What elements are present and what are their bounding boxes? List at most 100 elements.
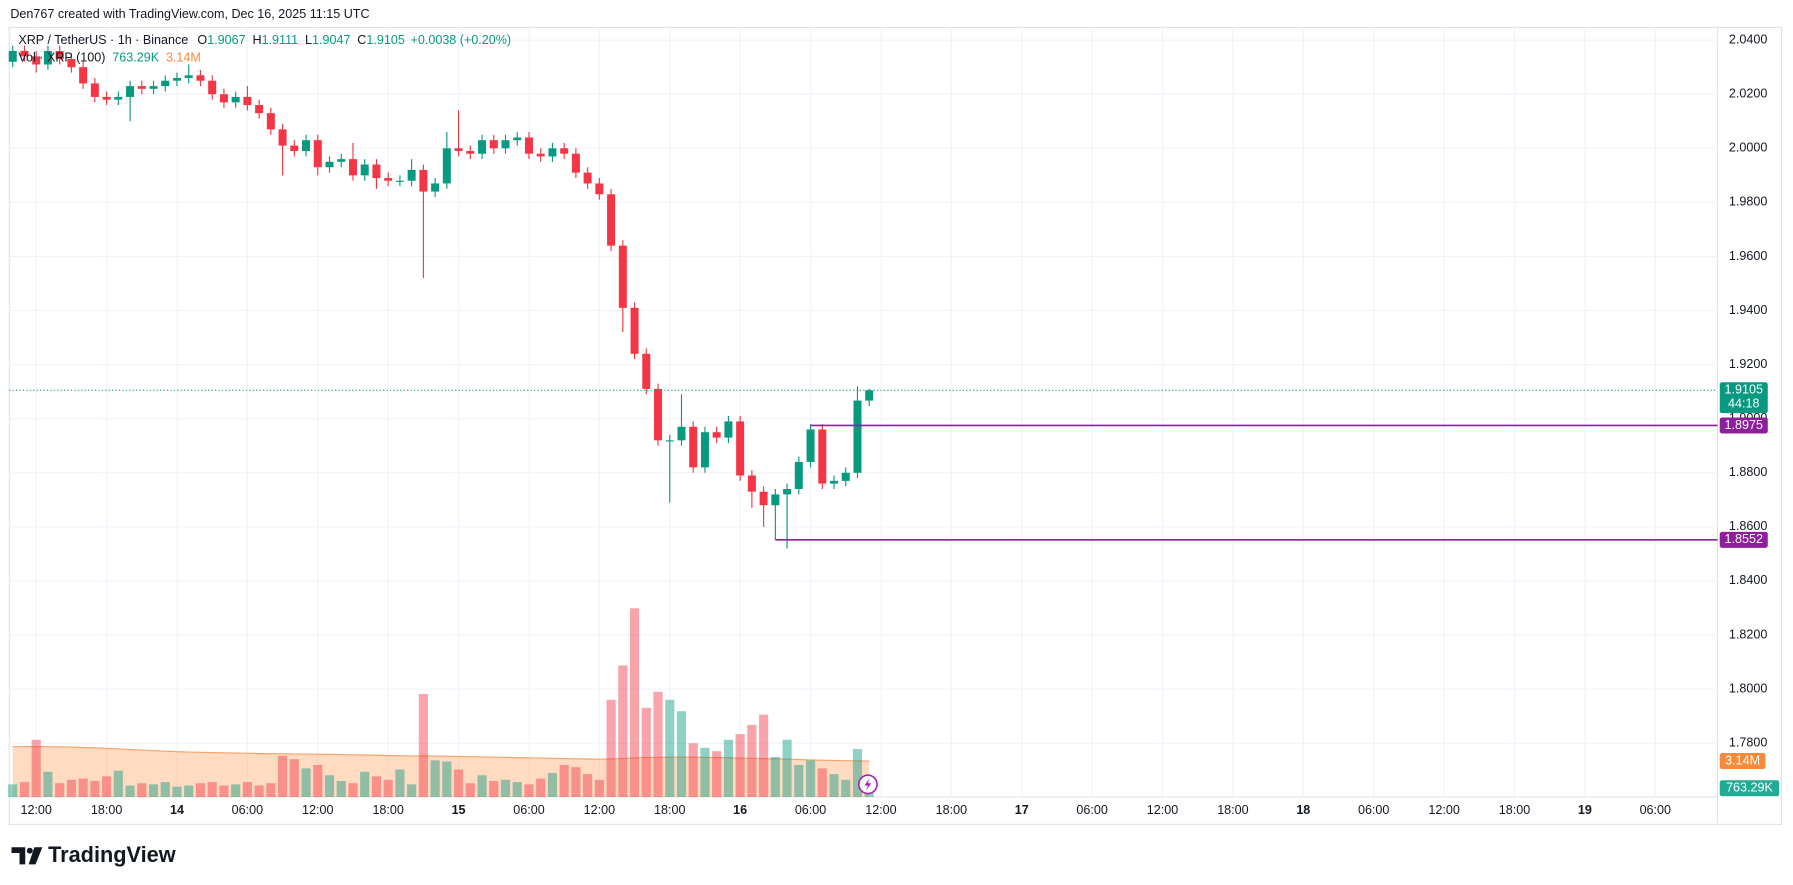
candle-body	[677, 426, 686, 441]
volume-bar	[583, 774, 593, 797]
candle-body	[55, 50, 64, 60]
candle-body	[102, 96, 111, 100]
volume-bar	[207, 782, 217, 797]
volume-ma-tag	[1719, 753, 1766, 770]
candle-body	[196, 75, 205, 81]
candle-body	[255, 105, 264, 114]
candle-body	[67, 59, 76, 68]
x-tick-label: 18:00	[654, 803, 685, 817]
candle-body	[137, 86, 146, 89]
brand-name: TradingView	[48, 842, 176, 867]
candle-body	[595, 183, 604, 195]
volume-bar	[19, 782, 30, 797]
x-tick-label: 06:00	[1076, 803, 1107, 817]
y-tick-label: 1.9200	[1729, 357, 1767, 371]
brand-logo-v	[28, 847, 43, 865]
candle-body	[172, 78, 181, 81]
candle-body	[618, 245, 627, 308]
candle-body	[689, 426, 698, 468]
candle-body	[290, 145, 299, 152]
volume-tag-label: 763.29K	[1726, 781, 1773, 795]
volume-bar	[829, 774, 839, 797]
volume-bar	[536, 778, 546, 797]
level-tag-label: 1.8552	[1725, 532, 1763, 546]
alert-bolt	[864, 778, 872, 791]
volume-bar	[512, 782, 522, 797]
y-tick-label: 1.9600	[1729, 249, 1767, 263]
volume-bar	[489, 780, 499, 797]
candle-body	[489, 140, 498, 149]
last-price-tag	[1719, 382, 1768, 414]
volume-bar	[383, 779, 393, 797]
x-tick-label: 15	[452, 803, 466, 817]
y-tick-label: 1.8200	[1729, 627, 1767, 641]
level-tag-label: 1.8975	[1725, 418, 1763, 432]
volume-bar	[31, 739, 41, 797]
ohlc-value: 1.9111	[262, 33, 299, 47]
candle-body	[806, 429, 815, 462]
x-tick-label: 06:00	[1640, 803, 1671, 817]
x-tick-label: 19	[1578, 803, 1592, 817]
volume-tag	[1719, 780, 1780, 797]
candle-body	[536, 153, 545, 157]
brand-logo-dot	[26, 847, 33, 854]
volume-bar	[641, 707, 651, 797]
x-tick-label: 12:00	[1147, 803, 1178, 817]
x-tick-label: 06:00	[795, 803, 826, 817]
ohlc-value: 1.9047	[312, 33, 350, 47]
volume-bar	[195, 783, 206, 797]
volume-bar	[477, 775, 487, 797]
volume-bar	[794, 764, 804, 797]
x-tick-label: 18	[1296, 803, 1310, 817]
candle-body	[231, 96, 240, 103]
candle-body	[560, 148, 569, 154]
candle-body	[360, 164, 369, 176]
volume-bar	[289, 759, 299, 797]
volume-ma-line	[12, 745, 870, 762]
candle-body	[20, 50, 29, 57]
volume-bar	[453, 769, 464, 797]
x-tick-label: 06:00	[1358, 803, 1389, 817]
ohlc-label: O	[197, 33, 207, 47]
y-tick-label: 2.0200	[1729, 87, 1767, 101]
candle-body	[278, 129, 287, 146]
y-tick-label: 1.8800	[1729, 465, 1767, 479]
volume-bar	[313, 764, 323, 797]
brand: TradingView	[11, 842, 176, 867]
candle-body	[372, 164, 381, 179]
volume-value: 763.29K	[112, 51, 159, 65]
ohlc-label: L	[305, 33, 312, 47]
candle-body	[513, 137, 522, 141]
volume-bar	[759, 714, 769, 797]
candle-body	[348, 159, 357, 176]
candle-body	[184, 75, 193, 79]
volume-bar	[8, 784, 18, 797]
volume-bar	[700, 747, 710, 797]
candle-body	[208, 80, 217, 95]
attribution: Den767 created with TradingView.com, Dec…	[10, 7, 369, 21]
x-tick-label: 18:00	[372, 803, 403, 817]
candle-body	[114, 96, 123, 100]
candle-body	[337, 159, 346, 162]
volume-title: Vol · XRP (100)	[18, 51, 105, 65]
candle-body	[478, 140, 487, 154]
level-tag	[1719, 417, 1768, 434]
volume-bar	[113, 770, 123, 797]
candle-body	[830, 480, 839, 484]
candle-body	[442, 148, 451, 184]
candle-body	[783, 488, 792, 495]
volume-bar	[665, 699, 675, 797]
candle-body	[665, 440, 674, 442]
volume-bar	[348, 783, 358, 797]
volume-bar	[559, 764, 569, 797]
y-tick-label: 1.7800	[1729, 735, 1767, 749]
volume-bar	[184, 785, 194, 797]
volume-bar	[371, 776, 382, 797]
volume-bar	[360, 771, 370, 797]
candle-body	[630, 307, 639, 354]
volume-bar	[55, 783, 65, 797]
volume-bar	[770, 756, 780, 797]
volume-layer	[8, 608, 874, 797]
